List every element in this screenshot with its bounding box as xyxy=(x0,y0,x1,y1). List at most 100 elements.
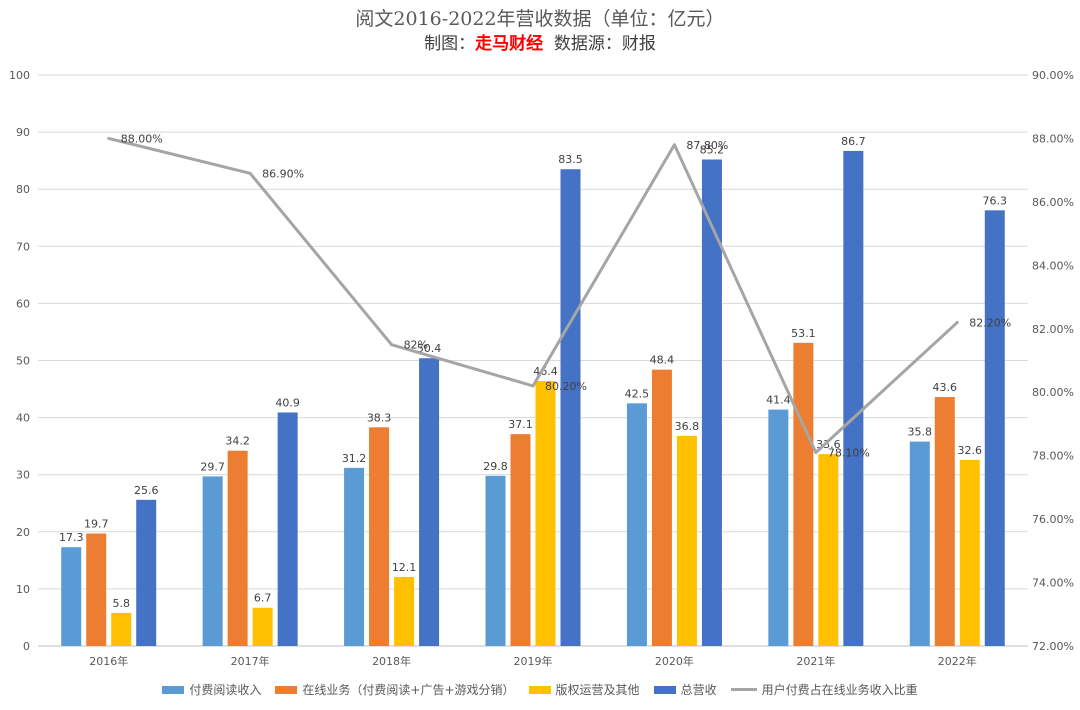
y-left-tick-label: 50 xyxy=(16,355,30,368)
legend-item: 在线业务（付费阅读+广告+游戏分销） xyxy=(275,681,515,698)
bar-data-label: 83.5 xyxy=(558,153,583,166)
y-right-tick-label: 90.00% xyxy=(1032,69,1074,82)
x-tick-label: 2022年 xyxy=(938,654,977,668)
line-data-label: 82.20% xyxy=(969,316,1011,329)
legend-swatch xyxy=(275,685,298,694)
bar xyxy=(934,397,955,646)
chart-title-line2: 制图：走马财经 数据源：财报 xyxy=(0,32,1080,56)
bar-data-label: 42.5 xyxy=(625,387,650,400)
line-data-label: 87.80% xyxy=(686,139,728,152)
bar-data-label: 17.3 xyxy=(59,531,84,544)
bar xyxy=(818,454,839,646)
bar xyxy=(768,409,789,646)
y-right-tick-label: 84.00% xyxy=(1032,259,1074,272)
legend-label: 版权运营及其他 xyxy=(555,683,640,697)
bar-data-label: 38.3 xyxy=(367,411,392,424)
chart-legend: 付费阅读收入 在线业务（付费阅读+广告+游戏分销） 版权运营及其他 总营收 用户付费占在… xyxy=(0,681,1080,698)
legend-item: 付费阅读收入 xyxy=(162,681,261,698)
bar xyxy=(202,476,223,646)
line-point xyxy=(531,384,535,388)
bar xyxy=(419,358,440,646)
y-right-tick-label: 88.00% xyxy=(1032,132,1074,145)
x-tick-label: 2019年 xyxy=(514,654,553,668)
line-point xyxy=(248,171,252,175)
line-data-label: 80.20% xyxy=(545,380,587,393)
bar-data-label: 53.1 xyxy=(791,327,816,340)
bar-data-label: 25.6 xyxy=(134,484,159,497)
legend-swatch xyxy=(528,685,551,694)
y-left-tick-label: 80 xyxy=(16,183,30,196)
bar xyxy=(651,369,672,646)
line-data-label: 78.10% xyxy=(828,446,870,459)
legend-swatch xyxy=(730,688,757,691)
y-left-tick-label: 70 xyxy=(16,240,30,253)
bar xyxy=(277,412,298,646)
bar xyxy=(86,533,107,646)
bar xyxy=(369,427,390,646)
bar xyxy=(111,612,132,646)
bar-data-label: 5.8 xyxy=(112,597,130,610)
y-right-tick-label: 76.00% xyxy=(1032,513,1074,526)
bar-data-label: 35.8 xyxy=(908,426,933,439)
line-data-label: 86.90% xyxy=(262,167,304,180)
legend-label: 付费阅读收入 xyxy=(189,683,262,697)
bar xyxy=(984,210,1005,646)
legend-label: 用户付费占在线业务收入比重 xyxy=(761,683,918,697)
line-data-label: 82% xyxy=(404,339,428,352)
x-tick-label: 2020年 xyxy=(655,654,694,668)
bar-data-label: 41.4 xyxy=(766,394,791,407)
y-left-tick-label: 60 xyxy=(16,297,30,310)
bar-data-label: 34.2 xyxy=(225,435,250,448)
bar xyxy=(510,434,531,646)
legend-swatch xyxy=(162,685,185,694)
y-right-tick-label: 82.00% xyxy=(1032,323,1074,336)
chart-source: 数据源：财报 xyxy=(543,34,656,54)
x-tick-label: 2017年 xyxy=(231,654,270,668)
line-point xyxy=(814,450,818,454)
bar-data-label: 36.8 xyxy=(675,420,700,433)
bar xyxy=(485,475,506,646)
line-series xyxy=(108,136,959,454)
bar-data-label: 48.4 xyxy=(650,354,675,367)
bar-data-label: 50.4 xyxy=(417,342,442,355)
chart-title: 阅文2016-2022年营收数据（单位：亿元） 制图：走马财经 数据源：财报 xyxy=(0,6,1080,56)
bar-data-label: 31.2 xyxy=(342,452,367,465)
bar xyxy=(701,159,722,646)
bar xyxy=(560,169,581,646)
y-right-tick-label: 86.00% xyxy=(1032,196,1074,209)
line-point xyxy=(390,343,394,347)
y-left-tick-label: 20 xyxy=(16,526,30,539)
bar-data-label: 76.3 xyxy=(983,194,1008,207)
bar xyxy=(959,459,980,646)
line-point xyxy=(107,136,111,140)
bar-data-label: 32.6 xyxy=(958,444,983,457)
legend-item: 版权运营及其他 xyxy=(528,681,640,698)
bar xyxy=(394,576,415,646)
bar-data-label: 19.7 xyxy=(84,518,109,531)
bar xyxy=(344,467,365,646)
bar xyxy=(61,547,82,646)
bar xyxy=(136,499,157,646)
bar-data-label: 40.9 xyxy=(275,396,300,409)
y-right-tick-label: 72.00% xyxy=(1032,640,1074,653)
x-tick-label: 2018年 xyxy=(372,654,411,668)
bar-data-label: 6.7 xyxy=(254,592,272,605)
y-right-tick-label: 78.00% xyxy=(1032,450,1074,463)
legend-item: 用户付费占在线业务收入比重 xyxy=(730,681,918,698)
y-right-tick-label: 74.00% xyxy=(1032,577,1074,590)
bar xyxy=(252,607,273,646)
chart-title-line1: 阅文2016-2022年营收数据（单位：亿元） xyxy=(355,8,725,30)
line-point xyxy=(672,143,676,147)
x-tick-label: 2016年 xyxy=(89,654,128,668)
bar xyxy=(793,342,814,646)
chart-brand: 走马财经 xyxy=(475,34,544,54)
bar xyxy=(909,441,930,646)
line-point xyxy=(955,320,959,324)
bar-data-label: 29.7 xyxy=(200,460,225,473)
bar-data-label: 37.1 xyxy=(508,418,533,431)
legend-item: 总营收 xyxy=(653,681,717,698)
chart-canvas: 0 10 20 30 40 50 60 70 80 90 100 72.00% 74.00% 76.00%… xyxy=(9,69,1074,668)
bar xyxy=(227,450,248,646)
line-data-label: 88.00% xyxy=(121,132,163,145)
legend-label: 在线业务（付费阅读+广告+游戏分销） xyxy=(302,683,515,697)
